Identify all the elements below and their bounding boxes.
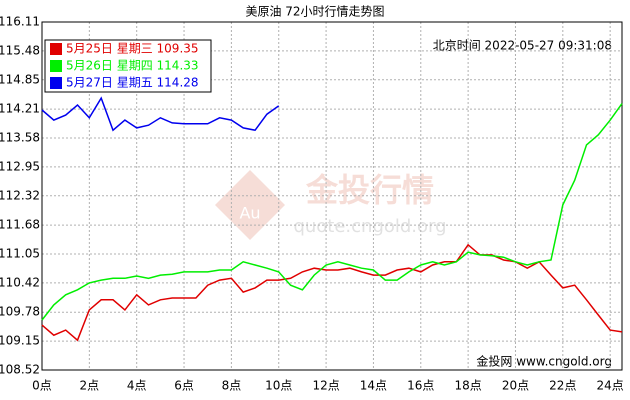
plot-border [41,21,623,371]
x-tick-label: 18点 [454,379,481,393]
y-tick-label: 113.58 [0,131,40,145]
series-line [41,243,623,342]
legend-label: 5月27日 星期五 114.28 [66,76,199,90]
y-tick-label: 114.85 [0,72,40,86]
watermark: Au 金投行情 quote.cngold.org [215,170,447,240]
source: 金投网 www.cngold.org [476,354,612,369]
legend-box [44,39,212,93]
y-tick-label: 114.21 [0,102,40,116]
legend-label: 5月26日 星期四 114.33 [66,59,199,73]
y-tick-label: 109.78 [0,305,40,319]
x-tick-label: 8点 [222,379,242,393]
x-tick-label: 0点 [32,379,52,393]
y-tick-label: 116.11 [0,15,40,29]
legend-label: 5月25日 星期三 109.35 [66,42,199,56]
timestamp: 北京时间 2022-05-27 09:31:08 [433,39,612,53]
x-tick-label: 24点 [597,379,624,393]
legend-swatch [50,60,62,72]
watermark-logo [215,170,285,240]
x-tick-label: 20点 [502,379,529,393]
x-tick-label: 4点 [127,379,147,393]
legend-swatch [50,77,62,89]
y-tick-label: 111.05 [0,247,40,261]
watermark-logo-text: Au [239,204,260,223]
series-line [41,103,623,321]
series-line [41,96,280,132]
x-tick-label: 10点 [265,379,292,393]
y-tick-label: 108.52 [0,363,40,377]
legend: 5月25日 星期三 109.35 5月26日 星期四 114.33 5月27日 星期… [44,39,212,93]
y-tick-label: 112.32 [0,188,40,202]
y-tick-label: 112.95 [0,159,40,173]
x-tick-label: 6点 [174,379,194,393]
y-tick-label: 115.48 [0,43,40,57]
x-tick-label: 14点 [360,379,387,393]
x-tick-label: 22点 [549,379,576,393]
chart-title: 美原油 72小时行情走势图 [245,5,384,19]
y-tick-label: 111.68 [0,218,40,232]
x-tick-label: 2点 [80,379,100,393]
watermark-url: quote.cngold.org [293,216,446,237]
y-tick-label: 109.15 [0,334,40,348]
watermark-brand: 金投行情 [305,171,434,209]
x-tick-label: 16点 [407,379,434,393]
legend-swatch [50,43,62,55]
x-tick-label: 12点 [312,379,339,393]
y-tick-label: 110.42 [0,275,40,289]
